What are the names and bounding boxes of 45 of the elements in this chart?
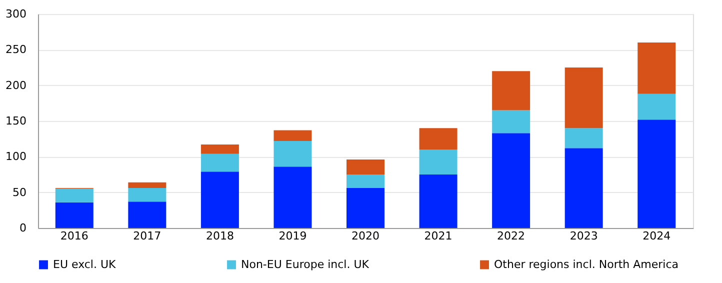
y-tick-label: 200 (6, 78, 26, 92)
x-tick-label: 2020 (352, 230, 380, 242)
bar (419, 128, 458, 150)
bar (419, 150, 458, 174)
bar (128, 188, 166, 202)
bar (200, 172, 239, 228)
y-tick-label: 0 (20, 222, 26, 234)
y-tick-label: 50 (12, 186, 26, 199)
bar (564, 128, 603, 148)
bar (274, 166, 312, 228)
bar (55, 202, 94, 228)
bar (274, 130, 312, 141)
bar (346, 174, 384, 188)
bar (564, 68, 603, 128)
legend-label: EU excl. UK (53, 258, 117, 271)
x-tick-label: 2023 (570, 230, 598, 242)
x-tick-label: 2017 (133, 230, 162, 242)
bar (55, 188, 94, 202)
legend-label: Non-EU Europe incl. UK (241, 258, 370, 271)
bar (200, 154, 239, 172)
bar (346, 160, 384, 174)
bar (200, 144, 239, 154)
y-tick-label: 300 (6, 8, 26, 20)
legend-label: Other regions incl. North America (494, 258, 679, 271)
x-tick-label: 2022 (497, 230, 526, 242)
x-tick-label: 2021 (424, 230, 452, 242)
x-tick-label: 2016 (60, 230, 88, 242)
bar (638, 42, 676, 94)
bar (638, 94, 676, 120)
x-tick-label: 2018 (206, 230, 234, 242)
bar (492, 133, 530, 228)
bar (564, 148, 603, 228)
bar (346, 188, 384, 228)
bar (128, 202, 166, 228)
bar (419, 174, 458, 228)
bar (638, 120, 676, 228)
bar (274, 140, 312, 167)
bar (492, 110, 530, 134)
bar (128, 182, 166, 188)
x-tick-label: 2024 (642, 230, 671, 242)
y-tick-label: 250 (6, 43, 26, 56)
y-tick-label: 100 (6, 150, 26, 164)
y-tick-label: 150 (6, 114, 26, 128)
bar (492, 71, 530, 110)
x-tick-label: 2019 (278, 230, 307, 242)
